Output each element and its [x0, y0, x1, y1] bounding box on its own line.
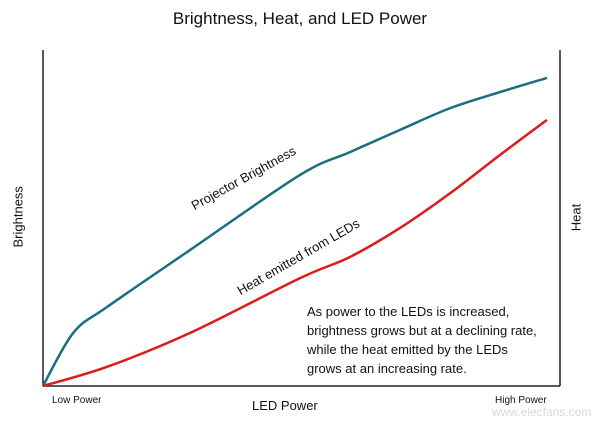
- watermark: www.elecfans.com: [492, 405, 592, 419]
- y-axis-label-left: Brightness: [10, 186, 26, 248]
- x-axis-label: LED Power: [252, 398, 318, 413]
- annotation-line: while the heat emitted by the LEDs: [307, 342, 508, 357]
- x-tick-label-low: Low Power: [52, 395, 102, 406]
- annotation-line: grows at an increasing rate.: [307, 361, 467, 376]
- series-line-brightness: [41, 76, 548, 387]
- series-line-heat: [42, 118, 548, 388]
- annotation-line: brightness grows but at a declining rate…: [307, 323, 537, 338]
- chart-title: Brightness, Heat, and LED Power: [172, 9, 428, 28]
- annotation-line: As power to the LEDs is increased,: [307, 304, 510, 319]
- x-tick-label-high: High Power: [495, 395, 547, 406]
- y-axis-label-right: Heat: [568, 203, 584, 232]
- chart-annotation: As power to the LEDs is increased, brigh…: [307, 302, 557, 378]
